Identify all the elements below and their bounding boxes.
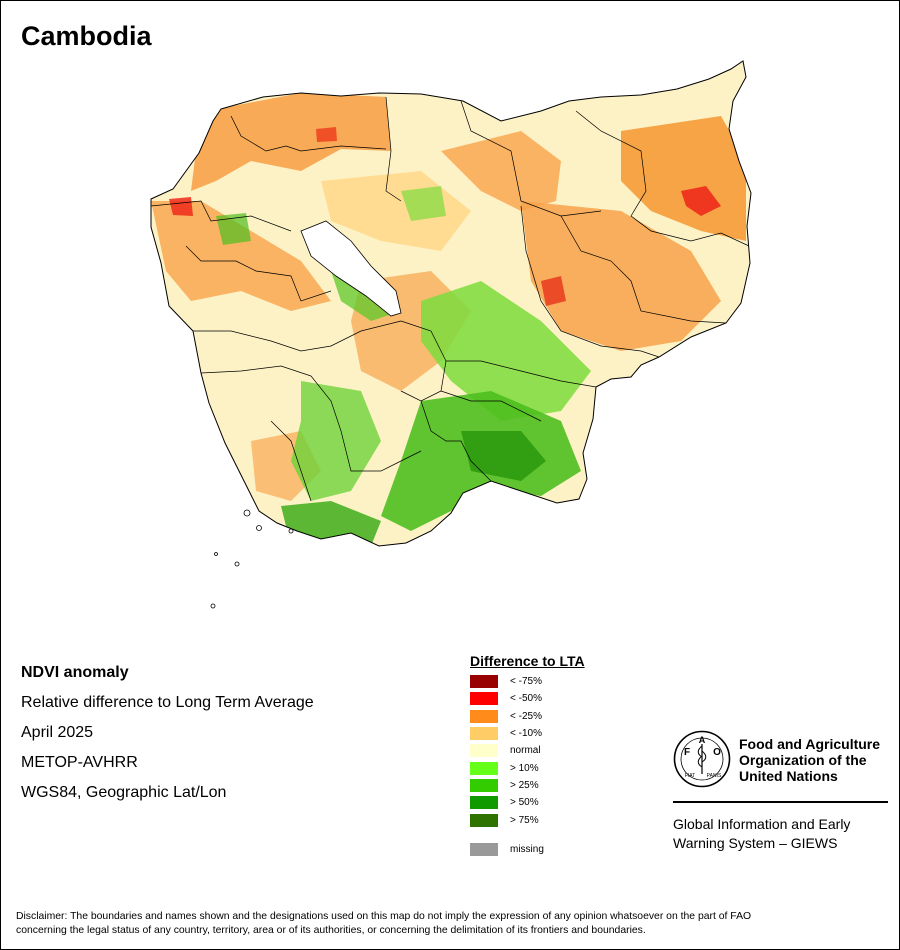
logo-motto-left: FIAT <box>685 773 695 779</box>
patch-red-north <box>316 127 337 142</box>
giews-label: Global Information and Early Warning Sys… <box>673 815 850 853</box>
organization-name-line3: United Nations <box>739 768 838 784</box>
legend-label: > 25% <box>510 779 539 791</box>
fao-logo: F A O FIAT PANIS <box>673 730 731 788</box>
map-title: Cambodia <box>21 21 152 51</box>
patch-east-orange <box>521 201 721 351</box>
patch-dark-green-south <box>461 431 546 481</box>
legend-label: > 50% <box>510 797 539 809</box>
legend-swatch-missing <box>470 842 498 856</box>
patch-red-north-east <box>681 186 721 216</box>
legend-row: < -75% <box>470 673 660 690</box>
patch-green-central <box>421 281 591 421</box>
legend-row-missing: missing <box>470 841 660 858</box>
patch-red-east <box>541 276 566 306</box>
organization-name-line2: Organization of the <box>739 752 867 768</box>
giews-line2: Warning System – GIEWS <box>673 835 838 851</box>
patch-north-central-orange <box>441 131 561 211</box>
legend-swatch <box>470 744 498 758</box>
logo-letter-o: O <box>713 747 721 758</box>
legend-classes: < -75% < -50% < -25% < -10% normal > 10% > 25%… <box>470 673 660 829</box>
legend-swatch <box>470 709 498 723</box>
ndvi-map <box>141 56 761 616</box>
legend-swatch <box>470 813 498 827</box>
legend-swatch <box>470 778 498 792</box>
legend-swatch <box>470 761 498 775</box>
legend-label: < -10% <box>510 728 542 740</box>
patch-red-north-west <box>169 197 193 216</box>
legend-label: < -50% <box>510 693 542 705</box>
organization-name: Food and Agriculture Organization of the… <box>739 736 880 784</box>
legend-label: < -75% <box>510 676 542 688</box>
legend-label: > 75% <box>510 814 539 826</box>
legend-swatch <box>470 692 498 706</box>
legend-swatch <box>470 727 498 741</box>
patch-green-coast <box>281 501 381 546</box>
info-period: April 2025 <box>21 724 94 741</box>
legend-label: normal <box>510 745 541 757</box>
logo-letter-f: F <box>684 747 690 758</box>
map-info-block: NDVI anomaly Relative difference to Long… <box>21 658 314 808</box>
organization-divider <box>673 801 888 803</box>
legend-row: < -10% <box>470 725 660 742</box>
patch-north-east-orange <box>621 116 746 241</box>
info-heading: NDVI anomaly <box>21 664 129 681</box>
legend-row: > 50% <box>470 794 660 811</box>
patch-north-west-orange <box>191 93 391 191</box>
legend-row: > 10% <box>470 759 660 776</box>
patch-green-west <box>216 213 251 245</box>
legend-title: Difference to LTA <box>470 653 585 669</box>
patch-west-orange <box>151 201 331 311</box>
legend-swatch <box>470 796 498 810</box>
info-projection: WGS84, Geographic Lat/Lon <box>21 784 227 801</box>
giews-line1: Global Information and Early <box>673 816 851 832</box>
legend-row: < -25% <box>470 708 660 725</box>
legend-row: normal <box>470 742 660 759</box>
legend-label-missing: missing <box>510 843 544 855</box>
disclaimer-line2: concerning the legal status of any count… <box>16 925 646 936</box>
coastal-islands <box>210 509 294 609</box>
ndvi-anomaly-patches <box>151 93 746 546</box>
tonle-sap-lake <box>300 220 402 317</box>
info-subtitle: Relative difference to Long Term Average <box>21 694 314 711</box>
legend-swatch <box>470 675 498 689</box>
logo-motto-right: PANIS <box>707 773 722 779</box>
province-boundaries <box>150 96 750 502</box>
legend-label: < -25% <box>510 710 542 722</box>
legend-row: > 75% <box>470 811 660 828</box>
patch-green-north <box>401 186 446 221</box>
legend-label: > 10% <box>510 762 539 774</box>
disclaimer-line1: Disclaimer: The boundaries and names sho… <box>16 911 752 922</box>
info-sensor: METOP-AVHRR <box>21 754 138 771</box>
disclaimer: Disclaimer: The boundaries and names sho… <box>16 910 886 938</box>
legend: Difference to LTA < -75% < -50% < -25% < -1… <box>470 653 660 858</box>
organization-name-line1: Food and Agriculture <box>739 736 881 752</box>
legend-row: > 25% <box>470 777 660 794</box>
legend-row: < -50% <box>470 690 660 707</box>
logo-letter-a: A <box>699 735 706 745</box>
